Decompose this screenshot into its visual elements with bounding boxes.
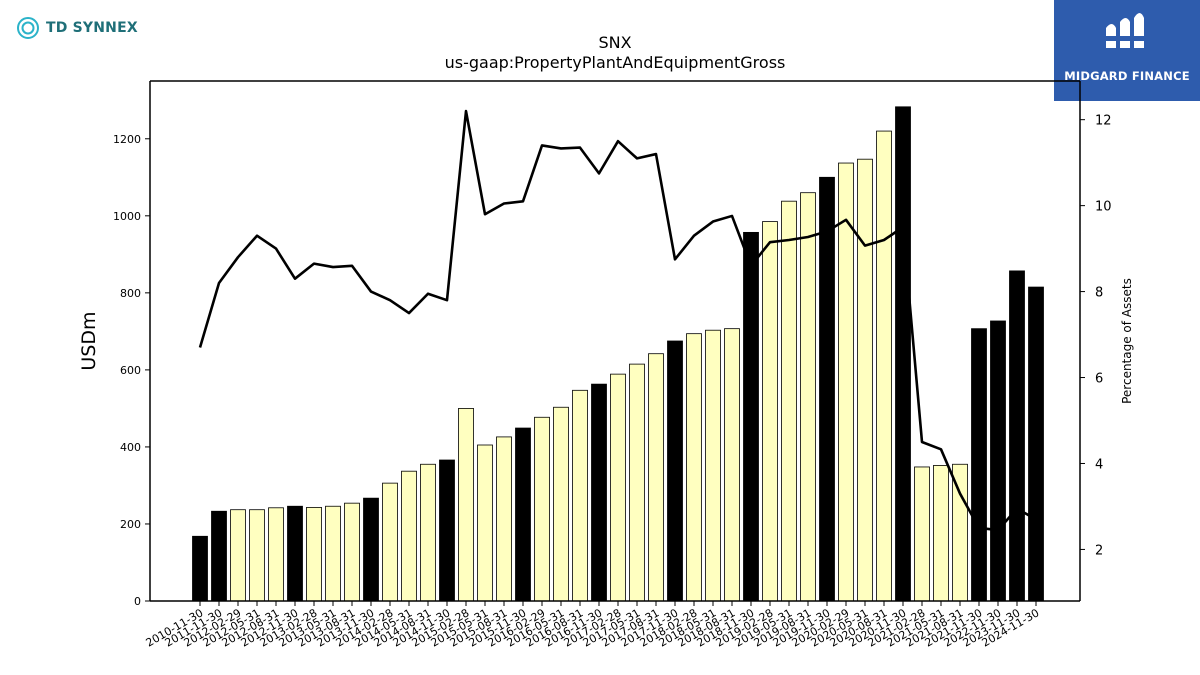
bar-2014-08-31: [420, 463, 436, 602]
bar-2013-08-31: [344, 502, 360, 602]
y2-tick-label: 12: [1095, 114, 1112, 129]
y-tick-label: 0: [134, 595, 141, 608]
bar-2022-11-30: [990, 320, 1006, 602]
bar-2021-05-31: [933, 465, 949, 602]
bar-2016-05-31: [553, 406, 569, 602]
bar-2014-02-28: [382, 482, 398, 602]
bar-2021-02-28: [914, 466, 930, 602]
bar-2018-11-30: [743, 231, 759, 602]
y-tick-label: 1000: [113, 210, 141, 223]
bar-2018-02-28: [686, 333, 702, 602]
y2-tick-label: 4: [1095, 457, 1103, 472]
bar-2019-05-31: [781, 200, 797, 602]
bar-2019-11-30: [819, 176, 835, 602]
bar-2015-08-31: [496, 436, 512, 602]
y-tick-label: 800: [120, 287, 141, 300]
bar-2020-08-31: [876, 130, 892, 602]
y-tick-label: 200: [120, 518, 141, 531]
bar-2021-08-31: [952, 463, 968, 602]
bar-2017-02-28: [610, 373, 626, 602]
y2-tick-label: 2: [1095, 543, 1103, 558]
bar-2020-11-30: [895, 106, 911, 602]
y-tick-label: 600: [120, 364, 141, 377]
bar-2013-11-30: [363, 497, 379, 602]
bar-2023-11-30: [1009, 270, 1025, 602]
bar-2017-08-31: [648, 353, 664, 602]
chart-subtitle: us-gaap:PropertyPlantAndEquipmentGross: [444, 53, 786, 72]
bar-2011-11-30: [211, 510, 227, 602]
bar-2015-02-28: [458, 408, 474, 602]
bar-2016-11-30: [591, 383, 607, 602]
y2-tick-label: 6: [1095, 372, 1103, 387]
bar-2013-02-28: [306, 506, 322, 602]
bar-2012-02-29: [230, 509, 246, 602]
bar-2010-11-30: [192, 535, 208, 602]
td-synnex-logo-icon: [17, 17, 39, 39]
bar-2017-11-30: [667, 340, 683, 602]
chart-title: SNX: [598, 33, 632, 52]
bar-2012-08-31: [268, 507, 284, 602]
bar-2019-08-31: [800, 192, 816, 602]
bar-2014-11-30: [439, 459, 455, 602]
y-tick-label: 400: [120, 441, 141, 454]
y2-axis-label: Percentage of Assets: [1120, 278, 1134, 404]
line-percentage-of-assets: [198, 109, 1037, 532]
bar-2014-05-31: [401, 470, 417, 602]
bar-2019-02-28: [762, 221, 778, 602]
td-synnex-logo: TD SYNNEX: [16, 16, 138, 40]
midgard-finance-logo-icon: [1104, 13, 1146, 48]
bar-2024-11-30: [1028, 286, 1044, 602]
y2-tick-label: 10: [1095, 200, 1112, 215]
bar-2012-11-30: [287, 505, 303, 602]
bar-2016-08-31: [572, 389, 588, 602]
bar-2017-05-31: [629, 363, 645, 602]
bar-2018-05-31: [705, 329, 721, 602]
bar-2015-05-31: [477, 444, 493, 602]
bar-2021-11-30: [971, 328, 987, 602]
midgard-finance-logo-text: MIDGARD FINANCE: [1064, 69, 1190, 83]
bar-2012-05-31: [249, 509, 265, 602]
td-synnex-logo-text: TD SYNNEX: [46, 20, 138, 36]
y2-tick-label: 8: [1095, 286, 1103, 301]
bar-2018-08-31: [724, 328, 740, 602]
midgard-finance-logo: MIDGARD FINANCE: [1054, 0, 1200, 101]
bar-2013-05-31: [325, 505, 341, 602]
y-tick-label: 1200: [113, 133, 141, 146]
bar-2015-11-30: [515, 427, 531, 602]
y-axis-label: USDm: [78, 311, 100, 370]
bar-2020-05-31: [857, 158, 873, 602]
bar-2016-02-29: [534, 416, 550, 602]
